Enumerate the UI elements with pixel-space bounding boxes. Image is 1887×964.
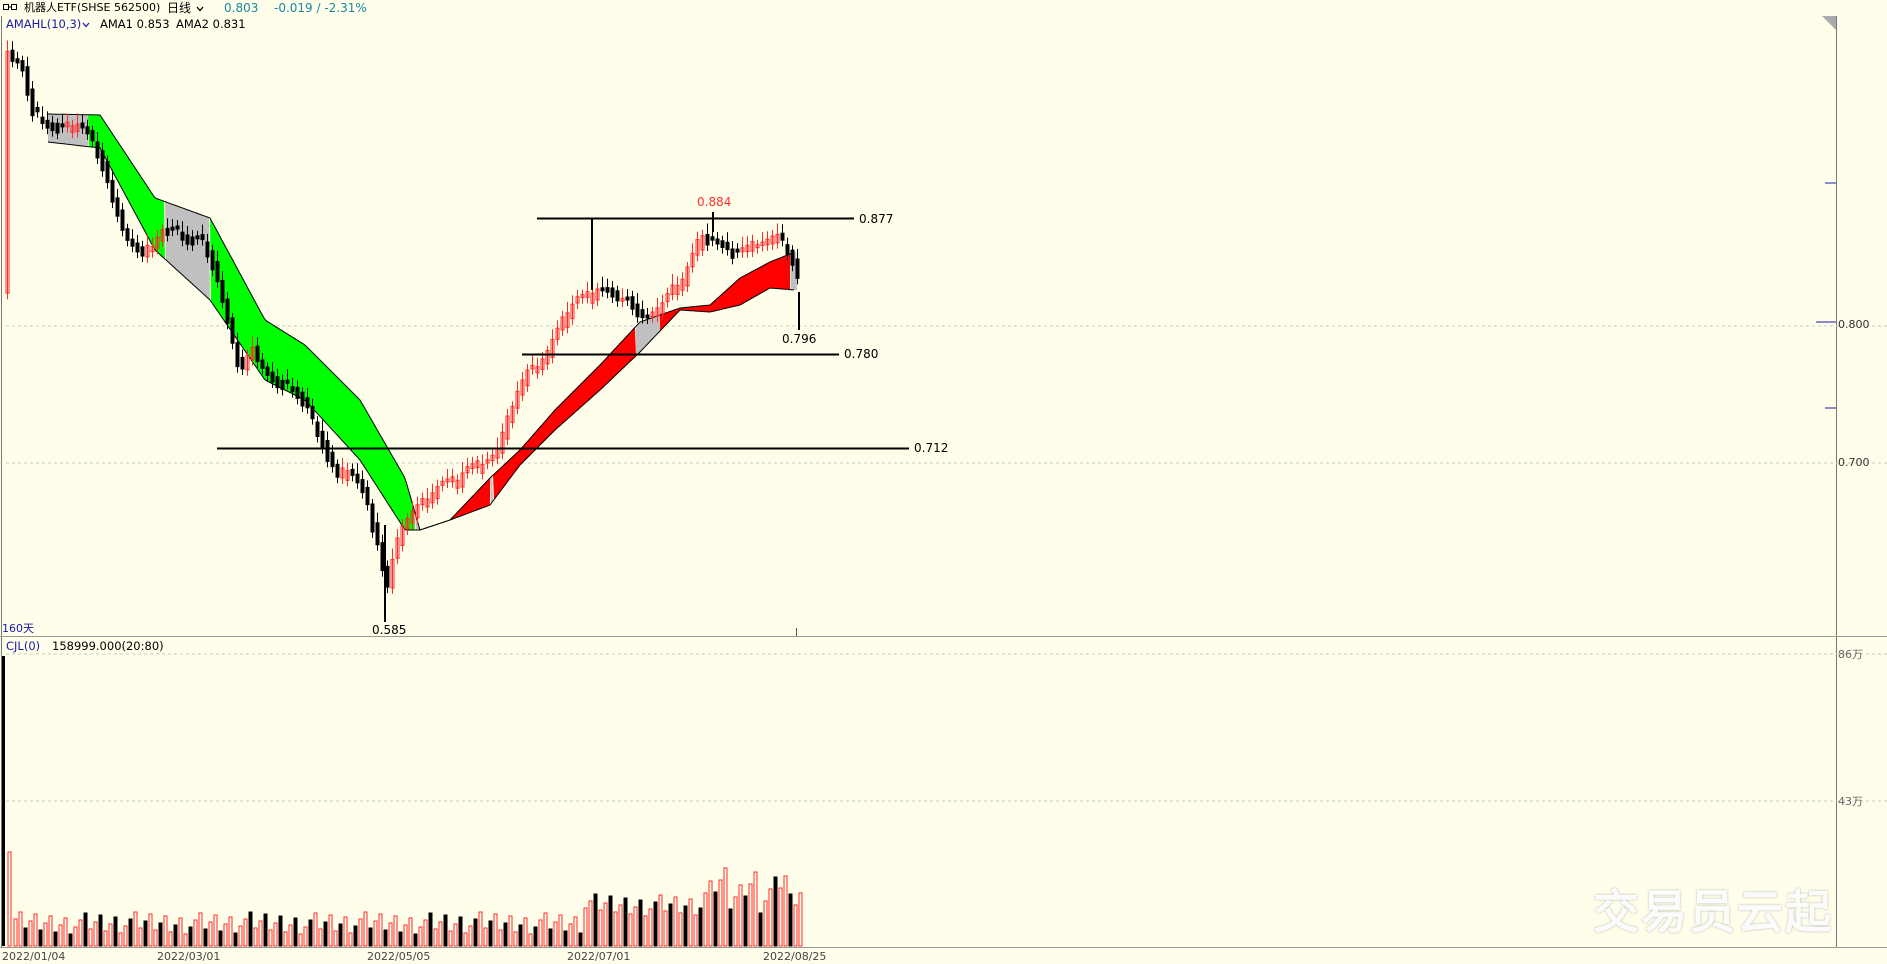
date-label-2: 2022/03/01: [157, 950, 221, 963]
ama2-value: AMA2 0.831: [176, 17, 246, 31]
chart-header: 机器人ETF(SHSE 562500) 日线 0.803 -0.019 / -2…: [0, 0, 1887, 16]
price-change: -0.019 / -2.31%: [274, 1, 367, 15]
level-877-label: 0.877: [859, 212, 894, 226]
symbol-name: 机器人ETF(SHSE 562500): [24, 1, 161, 14]
price-axis-label-0800: 0.800: [1838, 318, 1870, 331]
period-selector[interactable]: 日线: [167, 0, 204, 16]
date-label-1: 2022/01/04: [2, 950, 66, 963]
level-780-label: 0.780: [844, 347, 879, 361]
period-count-label: 160天: [2, 622, 34, 635]
price-axis-label-0700: 0.700: [1838, 456, 1870, 469]
watermark: 交易员云起: [1593, 885, 1833, 939]
last-price: 0.803: [224, 1, 259, 15]
period-label: 日线: [167, 1, 192, 15]
chevron-down-icon: [196, 6, 204, 12]
volume-axis-label-43: 43万: [1838, 795, 1863, 808]
high-price-label: 0.884: [697, 195, 732, 209]
ama1-value: AMA1 0.853: [100, 17, 170, 31]
volume-indicator-value: 158999.000(20:80): [52, 639, 164, 653]
low-price-label: 0.585: [372, 623, 407, 637]
date-label-4: 2022/07/01: [567, 950, 631, 963]
volume-indicator-name[interactable]: CJL(0): [6, 639, 41, 653]
date-label-3: 2022/05/05: [367, 950, 431, 963]
indicator-name: AMAHL(10,3): [6, 17, 82, 31]
volume-axis-label-86: 86万: [1838, 648, 1863, 661]
chevron-down-icon: [82, 22, 90, 28]
window-toggle-icon[interactable]: [3, 0, 17, 16]
level-712-label: 0.712: [914, 441, 949, 455]
indicator-selector[interactable]: AMAHL(10,3): [6, 16, 90, 32]
last-price-label: 0.796: [782, 332, 817, 346]
date-label-5: 2022/08/25: [763, 950, 827, 963]
